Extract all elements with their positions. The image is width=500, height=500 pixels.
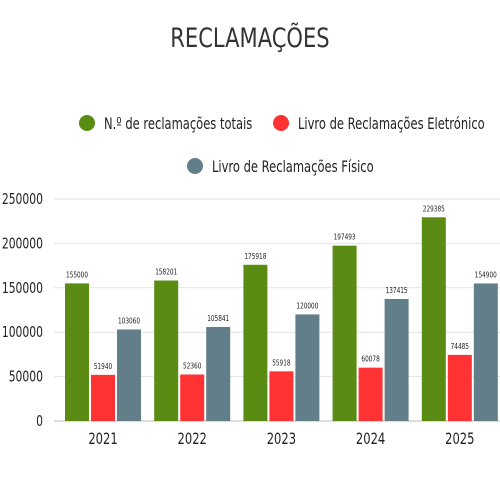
x-tick-label: 2022 — [178, 430, 207, 448]
bars — [65, 217, 498, 421]
x-tick-label: 2024 — [356, 430, 385, 448]
data-label: 51940 — [94, 362, 112, 371]
bar-2024-series-2 — [358, 367, 383, 421]
legend-label-1: N.º de reclamações totais — [104, 115, 252, 133]
y-tick-label: 100000 — [2, 325, 43, 342]
bar-2022-series-3 — [206, 327, 231, 421]
bar-2021-series-1 — [65, 283, 89, 421]
bar-2024-series-1 — [332, 245, 357, 421]
legend-marker-2 — [273, 115, 289, 131]
bar-2024-series-3 — [384, 298, 409, 421]
y-tick-label: 250000 — [2, 191, 43, 208]
bar-2021-series-3 — [117, 329, 141, 421]
data-label: 175918 — [244, 252, 266, 261]
bar-2021-series-2 — [91, 374, 115, 421]
data-label: 137415 — [386, 286, 408, 295]
bar-2023-series-2 — [269, 371, 294, 421]
data-labels: 155000 51940 103060 158201 52360 105841 175918… — [66, 204, 497, 371]
data-label: 105841 — [207, 314, 229, 323]
bar-2025-series-1 — [421, 217, 446, 421]
y-tick-label: 200000 — [2, 236, 43, 253]
bar-2025-series-2 — [447, 354, 472, 421]
bar-2023-series-1 — [243, 264, 268, 421]
data-label: 158201 — [155, 268, 177, 277]
x-tick-label: 2023 — [267, 430, 296, 448]
y-tick-label: 150000 — [2, 280, 43, 297]
bar-2023-series-3 — [295, 314, 320, 421]
y-tick-label: 50000 — [9, 369, 43, 386]
x-tick-label: 2021 — [88, 430, 117, 448]
legend-label-2: Livro de Reclamações Eletrónico — [298, 115, 485, 133]
data-label: 120000 — [296, 302, 318, 311]
data-label: 155000 — [66, 270, 88, 279]
data-label: 197493 — [334, 233, 356, 242]
chart-title: RECLAMAÇÕES — [170, 20, 329, 53]
data-label: 55918 — [272, 358, 290, 367]
data-label: 60078 — [361, 355, 379, 364]
x-axis: 2021 2022 2023 2024 2025 — [88, 430, 474, 448]
data-label: 229385 — [423, 204, 445, 213]
legend-marker-3 — [187, 158, 203, 174]
bar-2022-series-1 — [154, 280, 179, 421]
bar-2025-series-3 — [473, 283, 498, 421]
data-label: 52360 — [183, 362, 201, 371]
y-axis: 0 50000 100000 150000 200000 250000 — [2, 191, 43, 430]
legend: N.º de reclamações totais Livro de Reclam… — [79, 115, 485, 177]
data-label: 74485 — [451, 342, 469, 351]
x-tick-label: 2025 — [445, 430, 474, 448]
y-tick-label: 0 — [36, 413, 43, 430]
legend-marker-1 — [79, 115, 95, 131]
legend-label-3: Livro de Reclamações Físico — [212, 158, 374, 176]
data-label: 103060 — [118, 317, 140, 326]
bar-2022-series-2 — [180, 374, 205, 421]
data-label: 154900 — [475, 271, 497, 280]
